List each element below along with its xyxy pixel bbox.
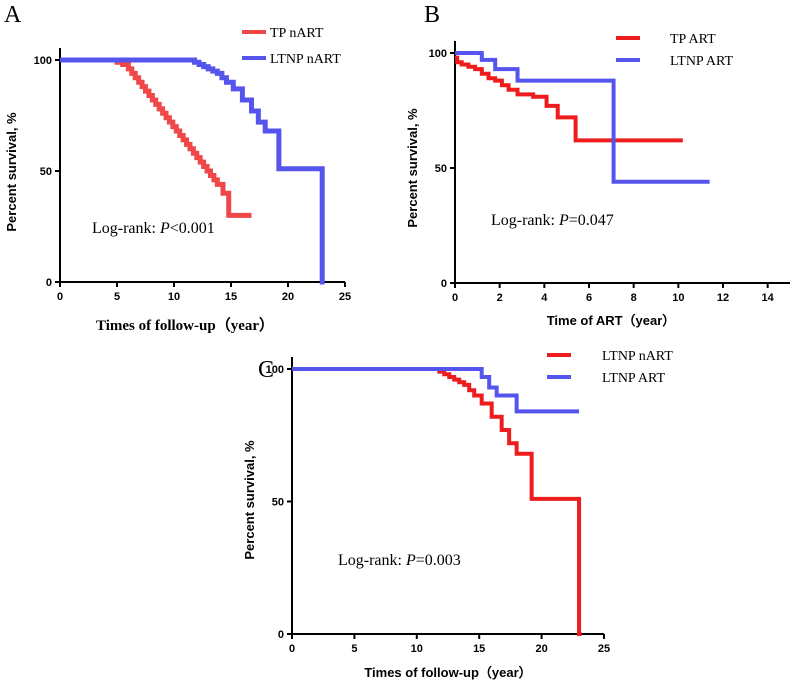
y-tick-label: 0 (46, 277, 52, 289)
y-axis-title: Percent survival, % (4, 112, 19, 232)
y-tick-label: 50 (40, 166, 52, 178)
series-line-ltnp-nart (292, 367, 582, 636)
y-tick-label: 0 (441, 278, 447, 290)
series-line-ltnp-art (455, 51, 710, 184)
log-rank-annotation: Log-rank: P<0.001 (92, 220, 215, 237)
x-tick-label: 10 (168, 291, 180, 303)
annotation-value: =0.047 (569, 212, 614, 229)
annotation-prefix: Log-rank: (92, 220, 160, 237)
x-tick-label: 5 (351, 643, 357, 655)
x-tick-label: 25 (598, 643, 610, 655)
annotation-p: P (405, 552, 416, 569)
x-axis-title: Times of follow-up（year） (96, 316, 274, 334)
series-line-tp-art (455, 55, 683, 143)
series-line-ltnp-art (292, 367, 580, 414)
annotation-p: P (159, 220, 170, 237)
x-axis-title: Times of follow-up（year） (364, 665, 531, 680)
annotation-value: =0.003 (416, 552, 461, 569)
x-tick-label: 15 (473, 643, 485, 655)
panel-label: A (4, 2, 22, 28)
log-rank-annotation: Log-rank: P=0.047 (491, 212, 614, 229)
x-tick-label: 25 (339, 291, 351, 303)
x-tick-label: 8 (631, 292, 637, 304)
annotation-p: P (558, 212, 569, 229)
x-tick-label: 0 (289, 643, 295, 655)
y-tick-label: 50 (435, 163, 447, 175)
annotation-value: <0.001 (170, 220, 215, 237)
legend-entry: LTNP ART (602, 371, 666, 386)
legend-entry: TP nART (270, 26, 324, 41)
y-tick-label: 0 (278, 629, 284, 641)
panel-label: C (258, 357, 274, 383)
x-axis-title: Time of ART（year） (547, 313, 676, 328)
panel-label: B (424, 2, 440, 28)
chart-panel-b: B 0 2 4 6 8 10 12 14 0 50 100 Time of ART（year） Perce… (405, 2, 790, 328)
chart-panel-a: A 0 5 10 15 20 25 0 50 100 Times of follow-up（year… (4, 2, 351, 334)
x-tick-label: 6 (586, 292, 592, 304)
log-rank-annotation: Log-rank: P=0.003 (338, 552, 461, 569)
x-tick-label: 10 (411, 643, 423, 655)
annotation-prefix: Log-rank: (338, 552, 406, 569)
series-line-ltnp-nart (60, 57, 325, 285)
x-tick-label: 20 (535, 643, 547, 655)
chart-panel-c: C 0 5 10 15 20 25 0 50 100 Times of follow-up（year… (242, 349, 673, 680)
legend-entry: TP ART (670, 32, 716, 47)
x-tick-label: 15 (225, 291, 237, 303)
y-tick-label: 100 (266, 364, 284, 376)
legend-entry: LTNP nART (602, 349, 673, 364)
legend-entry: LTNP ART (670, 54, 734, 69)
y-tick-label: 50 (272, 497, 284, 509)
x-tick-label: 2 (497, 292, 503, 304)
x-tick-label: 4 (541, 292, 548, 304)
y-tick-label: 100 (429, 48, 447, 60)
annotation-prefix: Log-rank: (491, 212, 559, 229)
x-tick-label: 0 (452, 292, 458, 304)
y-axis-title: Percent survival, % (405, 108, 420, 228)
x-tick-label: 12 (717, 292, 729, 304)
y-axis-title: Percent survival, % (242, 440, 257, 560)
series-line-tp-nart (60, 57, 252, 218)
x-tick-label: 20 (282, 291, 294, 303)
x-tick-label: 10 (672, 292, 684, 304)
x-tick-label: 14 (762, 292, 775, 304)
legend-entry: LTNP nART (270, 52, 341, 67)
x-tick-label: 0 (57, 291, 63, 303)
x-tick-label: 5 (114, 291, 120, 303)
y-tick-label: 100 (34, 55, 52, 67)
